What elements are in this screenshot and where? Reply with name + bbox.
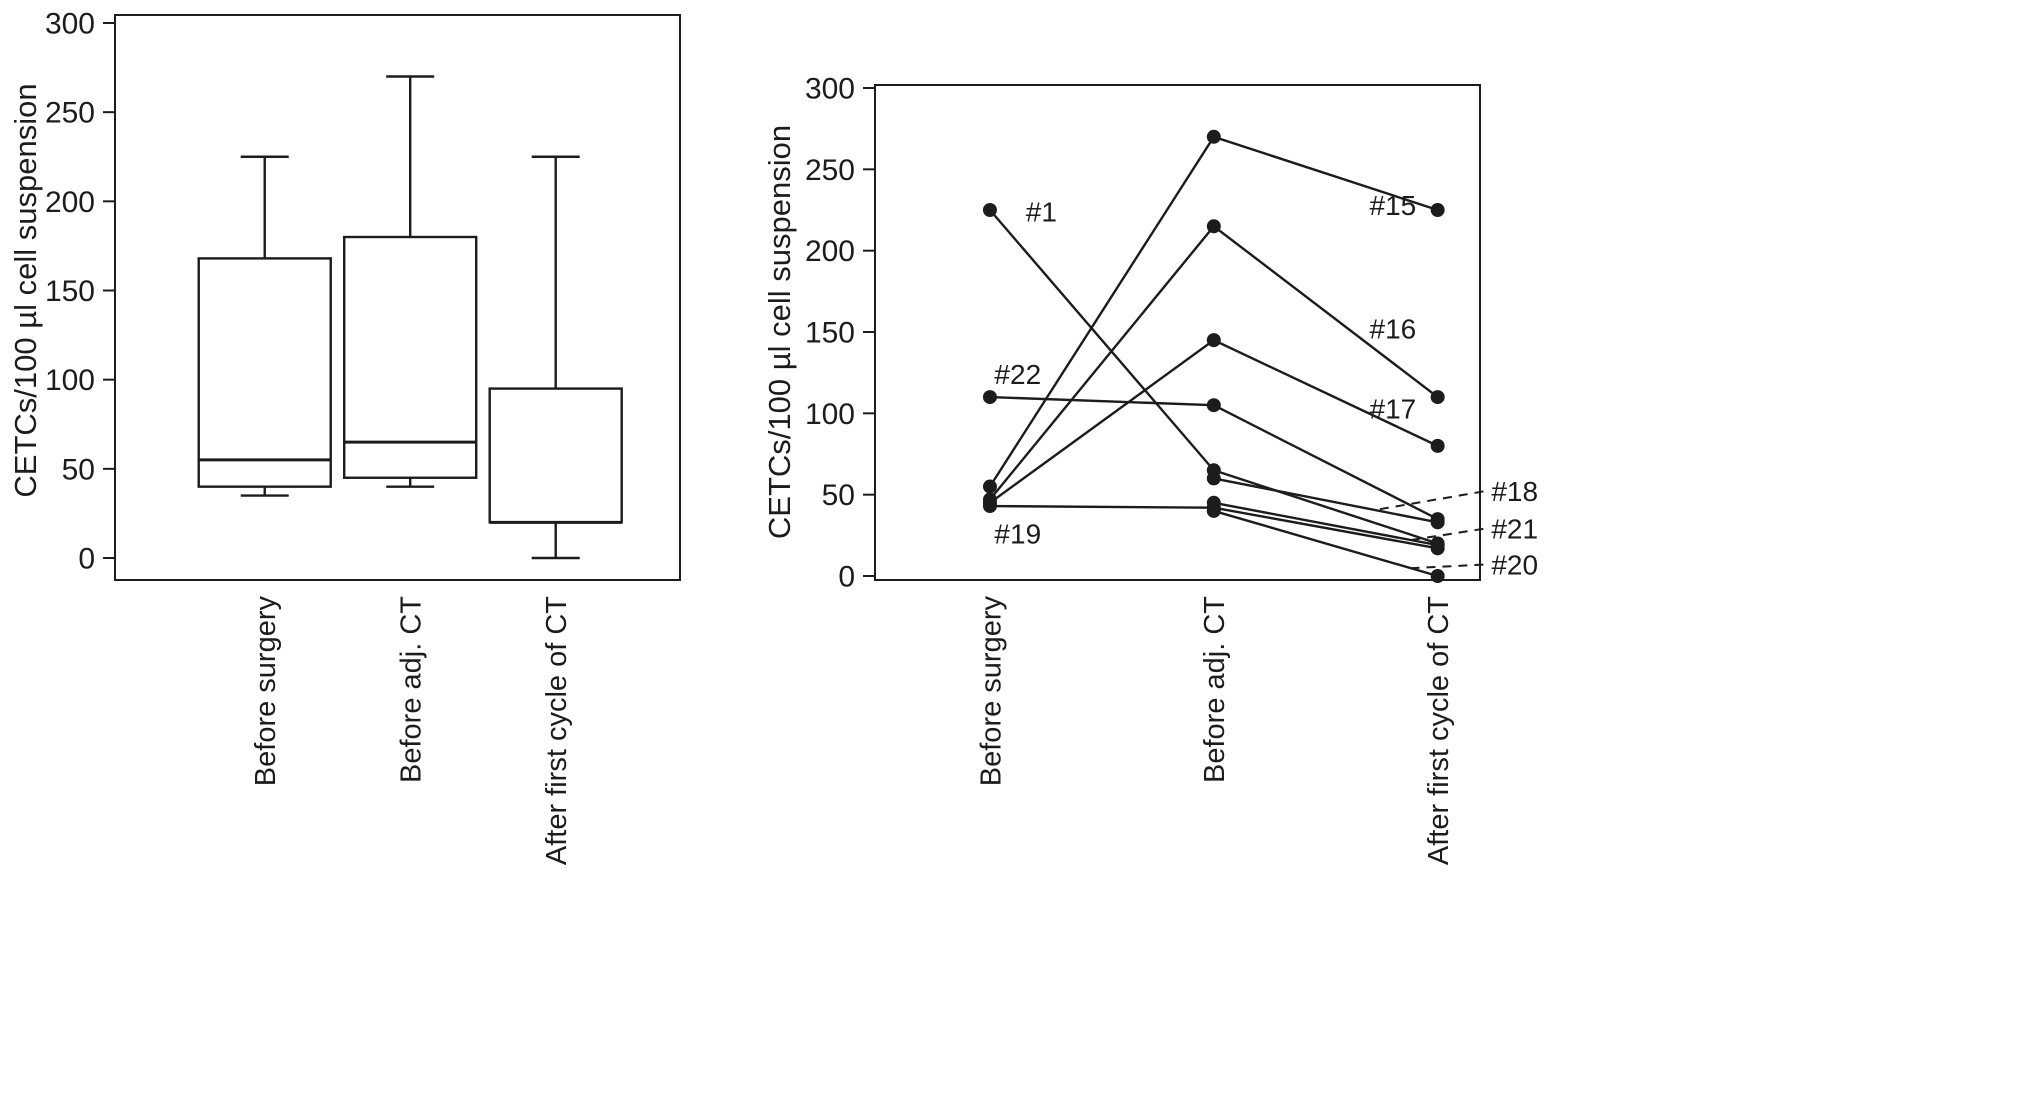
y-tick-label: 50 [62,453,95,486]
data-point-18 [1430,515,1445,530]
y-tick-label: 250 [45,97,95,130]
series-label-17: #17 [1370,393,1417,424]
boxplot-panel: 0 50 100 150 200 250 300 CETCs/100 µl cell susp… [0,0,740,1093]
leader-line-18 [1374,490,1484,512]
series-label-18: #18 [1491,476,1538,507]
y-axis-label: CETCs/100 µl cell suspension [8,83,43,497]
series-label-1: #1 [1026,196,1057,227]
box [343,235,478,479]
leader-line-20 [1410,563,1484,570]
y-tick-label: 100 [805,398,855,431]
data-point-17 [1430,438,1445,453]
data-point-22 [982,390,997,405]
y-tick-label: 250 [805,154,855,187]
series-label-16: #16 [1370,314,1417,345]
y-tick-label: 200 [45,186,95,219]
y-tick-label: 50 [822,479,855,512]
series-label-15: #15 [1370,190,1417,221]
x-category-label: Before adj. CT [396,596,428,783]
data-point-20 [1430,569,1445,583]
x-category-label: Before adj. CT [1199,596,1231,783]
data-point-17 [1206,333,1221,348]
series-label-22: #22 [994,359,1041,390]
box [488,387,623,524]
data-point-16 [1430,390,1445,405]
data-point-16 [1206,219,1221,234]
series-label-20: #20 [1491,549,1538,580]
y-tick-label: 300 [805,73,855,106]
data-point-1 [982,203,997,217]
series-label-21: #21 [1491,514,1538,545]
leader-line-21 [1410,527,1484,542]
y-tick-label: 100 [45,364,95,397]
y-axis-label: CETCs/100 µl cell suspension [762,125,797,539]
data-point-20 [1206,503,1221,518]
x-category-label: After first cycle of CT [541,596,573,865]
series-line-16 [989,224,1439,501]
box [197,257,332,488]
y-tick-label: 150 [805,317,855,350]
series-line-1 [989,209,1439,545]
y-tick-label: 200 [805,235,855,268]
series-line-20 [1213,509,1438,578]
x-category-label: Before surgery [975,596,1007,787]
lineplot-panel: 0 50 100 150 200 250 300 CETCs/100 µl cell susp… [740,0,2032,1093]
data-point-15 [982,479,997,494]
data-point-18 [1206,471,1221,486]
y-tick-label: 0 [838,561,855,594]
x-category-label: After first cycle of CT [1423,596,1455,865]
data-point-15 [1206,129,1221,144]
data-point-17 [982,495,997,510]
series-line-18 [1213,477,1438,524]
plot-border [114,14,681,581]
data-point-21 [1430,538,1445,553]
series-label-19: #19 [994,519,1041,550]
data-point-22 [1206,398,1221,413]
data-point-15 [1430,203,1445,217]
y-tick-label: 150 [45,275,95,308]
y-tick-label: 300 [45,8,95,41]
x-category-label: Before surgery [250,596,282,787]
series-line-21 [1213,501,1438,547]
boxplot-svg: 0 50 100 150 200 250 300 CETCs/100 µl cell susp… [8,8,681,865]
y-tick-label: 0 [78,543,95,576]
